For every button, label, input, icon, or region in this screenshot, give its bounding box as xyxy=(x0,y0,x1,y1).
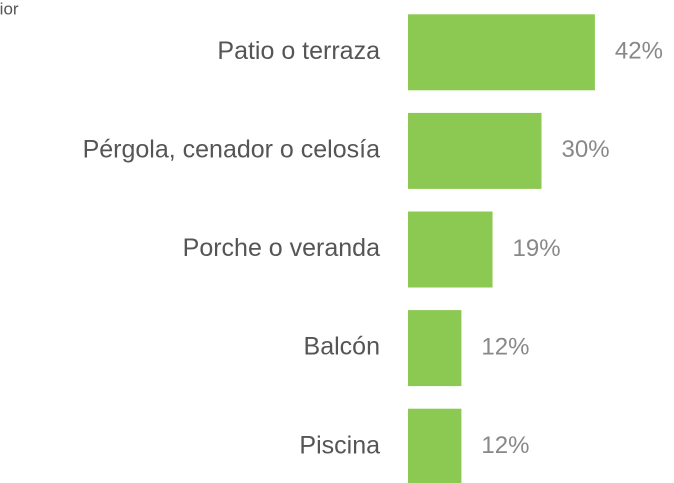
bar xyxy=(408,112,542,189)
category-label: Porche o veranda xyxy=(183,234,380,262)
category-label: Piscina xyxy=(299,431,380,459)
bar xyxy=(408,310,462,387)
chart-title: rior xyxy=(0,0,19,18)
value-label: 42% xyxy=(615,38,663,65)
category-label: Patio o terraza xyxy=(217,37,380,65)
value-label: 12% xyxy=(481,432,529,459)
bar xyxy=(408,408,462,483)
value-label: 12% xyxy=(481,333,529,360)
bar xyxy=(408,14,595,91)
value-label: 19% xyxy=(513,235,561,262)
category-label: Balcón xyxy=(304,333,380,361)
category-label: Pérgola, cenador o celosía xyxy=(83,136,381,164)
bar xyxy=(408,211,493,288)
value-label: 30% xyxy=(562,136,610,163)
